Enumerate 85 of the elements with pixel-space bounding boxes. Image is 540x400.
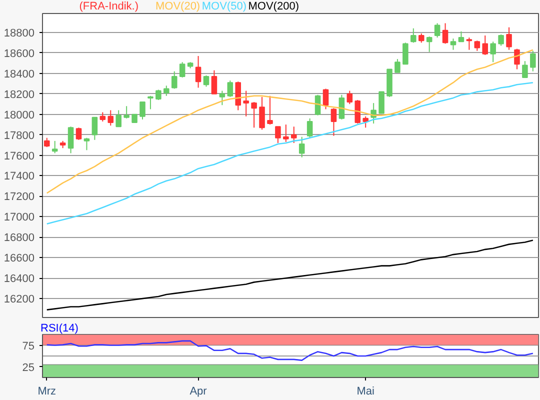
candlestick — [92, 116, 98, 140]
candlestick — [410, 28, 416, 44]
candlestick — [52, 140, 58, 154]
candlestick — [68, 126, 74, 154]
candlestick — [108, 110, 114, 126]
candlestick — [267, 95, 273, 126]
candlestick — [251, 102, 257, 128]
y-tick-label: 75 — [22, 340, 35, 352]
line-series — [46, 240, 534, 310]
candlestick — [100, 112, 106, 122]
candlestick — [362, 116, 368, 128]
candlestick — [306, 118, 313, 138]
candlestick — [298, 136, 305, 158]
candlestick — [346, 90, 353, 105]
y-tick-label: 17600 — [4, 150, 35, 162]
candlestick — [442, 22, 448, 44]
y-tick-label: 17200 — [4, 191, 35, 204]
text: MOV(50) — [202, 0, 246, 12]
x-tick-label: Mrz — [38, 386, 56, 398]
y-tick-label: 17000 — [4, 212, 35, 224]
y-tick-label: 16200 — [4, 294, 35, 306]
x-tick-label: Mai — [356, 386, 374, 398]
text: MOV(200) — [248, 0, 299, 12]
y-tick-label: 25 — [22, 362, 35, 374]
candlestick — [259, 96, 265, 130]
candlestick — [227, 80, 234, 98]
candlestick — [179, 62, 186, 78]
candlestick — [402, 42, 408, 65]
candlestick — [140, 102, 146, 120]
candlestick — [418, 32, 424, 44]
candlestick — [450, 38, 456, 50]
candlestick — [235, 81, 241, 111]
line-series — [46, 82, 534, 224]
chart-title: RSI(14) — [40, 322, 78, 334]
candlestick — [498, 34, 504, 46]
candlestick — [530, 50, 536, 72]
candlestick — [171, 70, 178, 90]
candlestick — [275, 126, 281, 144]
candlestick — [195, 55, 202, 88]
candlestick — [44, 137, 50, 148]
candlestick — [378, 91, 384, 114]
text: MOV(20) — [155, 0, 200, 12]
y-tick-label: 16600 — [4, 252, 35, 265]
candlestick — [458, 30, 464, 42]
text: (FRA-Indik.) — [79, 0, 139, 12]
y-tick-label: 18600 — [4, 48, 35, 60]
y-tick-label: 17400 — [4, 170, 35, 183]
candlestick — [522, 60, 528, 78]
y-tick-label: 16400 — [4, 273, 35, 286]
candlestick — [474, 40, 480, 52]
candlestick — [211, 70, 218, 94]
candlestick — [322, 88, 329, 110]
candlestick — [243, 90, 249, 117]
candlestick — [290, 126, 297, 144]
y-tick-label: 17800 — [4, 130, 35, 142]
candlestick — [76, 127, 82, 140]
candlestick — [219, 90, 226, 106]
candlestick — [116, 110, 122, 128]
y-tick-label: 18000 — [4, 109, 35, 122]
candlestick — [426, 36, 432, 52]
candlestick — [434, 22, 440, 38]
candlestick — [338, 94, 345, 120]
y-tick-label: 18200 — [4, 88, 35, 101]
candlestick — [203, 74, 210, 88]
candlestick — [394, 58, 400, 73]
candlestick — [156, 89, 162, 100]
x-tick-label: Apr — [190, 386, 208, 398]
candlestick — [482, 35, 488, 56]
candlestick — [490, 41, 496, 63]
line-series — [46, 340, 534, 361]
candlestick — [164, 85, 170, 96]
candlestick — [466, 37, 472, 50]
candlestick — [84, 137, 90, 151]
candlestick — [314, 94, 321, 116]
candlestick — [330, 108, 337, 136]
candlestick — [354, 99, 361, 124]
candlestick — [124, 106, 130, 119]
candlestick — [283, 124, 289, 142]
candlestick — [148, 95, 154, 110]
candlestick — [506, 26, 512, 50]
candlestick — [514, 48, 520, 70]
y-tick-label: 18800 — [4, 27, 35, 40]
y-tick-label: 16800 — [4, 232, 35, 244]
line-series — [46, 49, 534, 194]
y-tick-label: 18400 — [4, 68, 35, 80]
